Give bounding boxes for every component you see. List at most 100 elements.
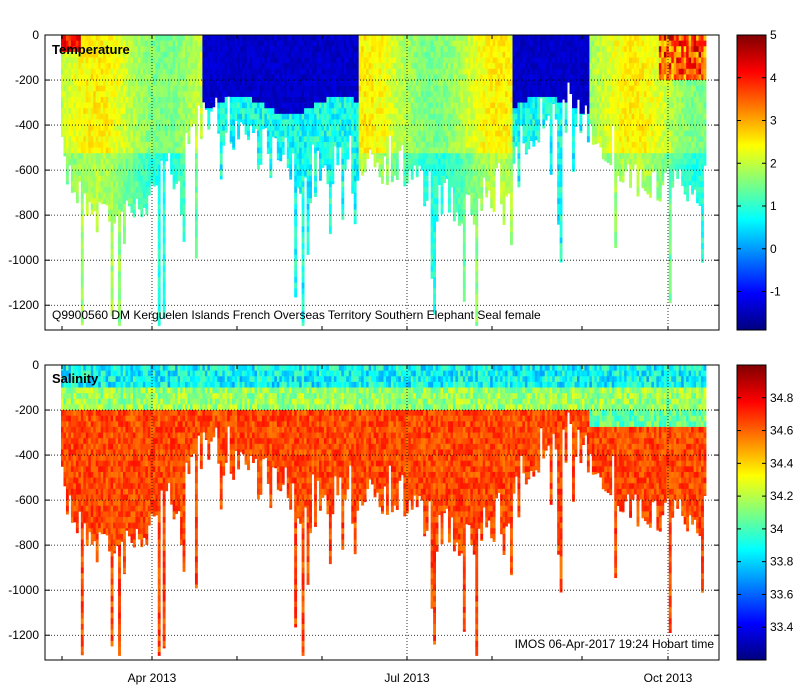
profile-column xyxy=(108,35,112,222)
data-cell xyxy=(472,113,476,120)
data-cell xyxy=(460,40,464,47)
data-cell xyxy=(390,175,394,182)
data-cell xyxy=(180,85,183,92)
data-cell xyxy=(438,80,441,87)
data-cell xyxy=(105,203,109,206)
data-cell xyxy=(98,187,102,194)
data-cell xyxy=(299,113,303,120)
data-cell xyxy=(338,113,342,120)
data-cell xyxy=(440,74,444,81)
data-cell xyxy=(177,57,181,64)
data-cell xyxy=(472,181,476,188)
data-cell xyxy=(256,63,260,70)
data-cell xyxy=(443,102,446,109)
data-cell xyxy=(393,80,397,87)
data-cell xyxy=(378,141,382,148)
data-cell xyxy=(455,40,459,47)
data-cell xyxy=(376,40,379,47)
data-cell xyxy=(204,46,208,53)
data-cell xyxy=(212,85,216,92)
data-cell xyxy=(410,63,414,70)
data-cell xyxy=(316,91,320,98)
data-cell xyxy=(353,96,357,103)
data-cell xyxy=(343,141,347,148)
data-cell xyxy=(137,203,141,210)
data-cell xyxy=(306,181,310,188)
data-cell xyxy=(487,74,491,81)
data-cell xyxy=(68,96,72,103)
data-cell xyxy=(123,68,126,75)
data-cell xyxy=(279,68,283,75)
data-cell xyxy=(190,57,193,64)
data-cell xyxy=(103,198,107,205)
data-cell xyxy=(254,51,258,58)
data-cell xyxy=(276,158,280,161)
data-cell xyxy=(194,220,198,227)
data-cell xyxy=(492,136,496,143)
data-cell xyxy=(93,68,97,75)
data-cell xyxy=(430,85,434,92)
data-cell xyxy=(137,141,141,148)
data-cell xyxy=(113,108,116,115)
data-cell xyxy=(467,102,471,109)
data-cell xyxy=(105,141,109,148)
data-cell xyxy=(445,147,449,154)
data-cell xyxy=(472,141,476,148)
data-cell xyxy=(480,108,484,115)
data-cell xyxy=(356,35,360,42)
data-cell xyxy=(256,91,260,98)
data-cell xyxy=(182,187,186,194)
data-cell xyxy=(314,175,317,182)
data-cell xyxy=(212,63,216,70)
data-cell xyxy=(249,40,253,47)
data-cell xyxy=(366,91,370,98)
data-cell xyxy=(155,85,159,92)
data-cell xyxy=(75,74,79,81)
data-cell xyxy=(338,108,342,115)
data-cell xyxy=(115,96,119,103)
data-cell xyxy=(239,35,243,42)
data-cell xyxy=(299,125,303,132)
data-cell xyxy=(142,158,146,165)
data-cell xyxy=(443,68,446,75)
data-cell xyxy=(358,51,362,58)
data-cell xyxy=(363,68,367,75)
data-cell xyxy=(438,130,441,137)
data-cell xyxy=(274,63,278,70)
data-cell xyxy=(356,170,360,177)
data-cell xyxy=(127,102,131,109)
data-cell xyxy=(108,187,112,194)
data-cell xyxy=(103,136,107,143)
data-cell xyxy=(371,91,374,98)
data-cell xyxy=(113,198,116,205)
data-cell xyxy=(115,187,119,194)
data-cell xyxy=(477,51,481,58)
data-cell xyxy=(445,85,449,92)
data-cell xyxy=(452,63,456,70)
data-cell xyxy=(194,40,198,47)
data-cell xyxy=(120,175,124,182)
data-cell xyxy=(361,57,365,64)
data-cell xyxy=(83,85,87,92)
data-cell xyxy=(90,164,94,171)
data-cell xyxy=(326,80,330,87)
data-cell xyxy=(361,153,365,160)
data-cell xyxy=(306,130,310,137)
data-cell xyxy=(83,63,87,70)
data-cell xyxy=(321,68,325,75)
data-cell xyxy=(353,136,357,143)
data-cell xyxy=(470,125,474,132)
data-cell xyxy=(147,63,151,70)
data-cell xyxy=(371,85,374,92)
data-cell xyxy=(472,85,476,92)
data-cell xyxy=(336,125,340,132)
data-cell xyxy=(279,35,283,42)
data-cell xyxy=(331,136,335,143)
data-cell xyxy=(289,57,293,64)
data-cell xyxy=(299,91,303,98)
data-cell xyxy=(279,102,283,109)
data-cell xyxy=(182,232,186,239)
data-cell xyxy=(95,119,99,126)
profile-column xyxy=(485,35,489,198)
data-cell xyxy=(204,40,208,47)
